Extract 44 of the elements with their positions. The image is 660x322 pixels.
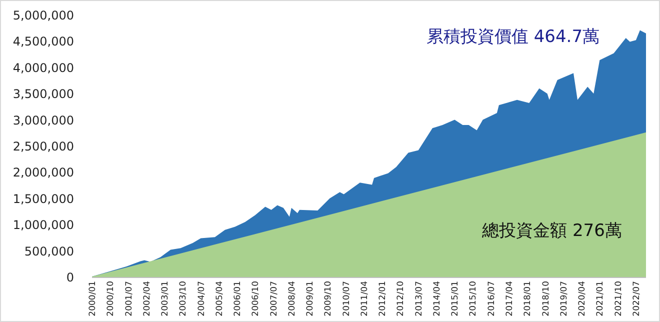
x-tick-label: 2021/10 — [614, 281, 624, 316]
y-tick-label: 500,000 — [24, 244, 74, 258]
x-tick-label: 2006/10 — [251, 281, 262, 316]
series-label: 總投資金額 276萬 — [481, 221, 622, 241]
y-tick-label: 1,000,000 — [12, 218, 74, 232]
x-tick-label: 2015/10 — [468, 281, 479, 316]
y-tick-label: 0 — [66, 270, 74, 284]
x-tick-label: 2009/01 — [306, 281, 316, 316]
y-tick-label: 1,500,000 — [12, 192, 74, 206]
x-tick-label: 2016/07 — [486, 281, 497, 316]
x-tick-label: 2003/10 — [178, 281, 189, 316]
x-tick-label: 2001/07 — [124, 281, 134, 316]
x-tick-label: 2005/04 — [214, 281, 225, 316]
x-tick-label: 2010/07 — [342, 281, 352, 316]
x-tick-label: 2018/10 — [541, 281, 552, 316]
x-tick-label: 2008/04 — [287, 281, 298, 316]
x-tick-label: 2020/04 — [578, 281, 588, 316]
x-tick-label: 2017/04 — [505, 281, 516, 316]
y-tick-label: 3,000,000 — [12, 113, 74, 128]
x-tick-label: 2003/01 — [160, 281, 171, 316]
x-tick-label: 2018/01 — [523, 281, 534, 316]
x-tick-label: 2012/10 — [396, 281, 406, 316]
x-tick-label: 2022/07 — [632, 281, 642, 316]
x-tick-label: 2015/01 — [450, 281, 461, 316]
x-tick-label: 2000/01 — [88, 281, 98, 316]
x-tick-label: 2004/07 — [196, 281, 207, 316]
x-tick-label: 2011/04 — [360, 281, 370, 316]
y-tick-label: 4,500,000 — [12, 34, 74, 49]
x-tick-label: 2014/04 — [432, 281, 442, 316]
x-tick-label: 2019/07 — [559, 281, 570, 316]
x-tick-label: 2002/04 — [142, 281, 152, 316]
x-tick-label: 2021/01 — [596, 281, 606, 316]
x-tick-label: 2006/01 — [233, 281, 244, 316]
x-tick-label: 2012/01 — [378, 281, 388, 316]
y-tick-label: 2,000,000 — [12, 166, 74, 180]
y-tick-label: 3,500,000 — [12, 87, 74, 102]
x-tick-label: 2013/07 — [414, 281, 424, 316]
y-tick-label: 4,000,000 — [12, 60, 74, 75]
y-tick-label: 5,000,000 — [12, 8, 74, 22]
y-tick-label: 2,500,000 — [12, 140, 74, 154]
x-tick-label: 2009/10 — [324, 281, 334, 316]
x-tick-label: 2007/07 — [269, 281, 280, 316]
x-tick-label: 2000/10 — [106, 281, 116, 316]
series-label: 累積投資價值 464.7萬 — [426, 27, 600, 47]
